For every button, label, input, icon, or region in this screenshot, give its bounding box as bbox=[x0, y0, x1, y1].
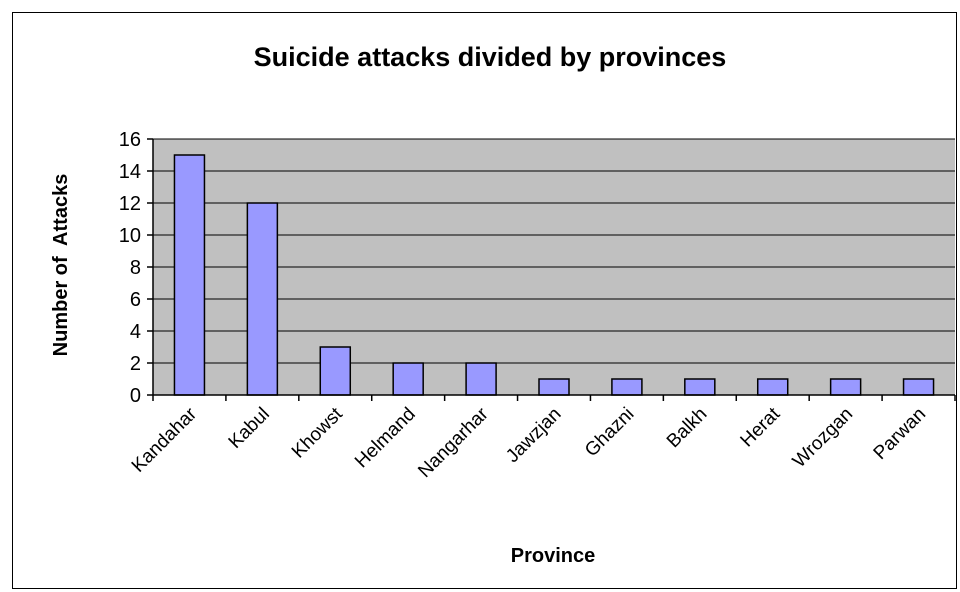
x-tick-label-parwan: Parwan bbox=[870, 404, 930, 464]
y-tick-label: 14 bbox=[119, 161, 141, 183]
y-tick-label: 0 bbox=[130, 385, 141, 407]
x-tick-label-kandahar: Kandahar bbox=[128, 403, 202, 477]
y-tick-label: 16 bbox=[119, 129, 141, 151]
x-tick-label-kabul: Kabul bbox=[225, 404, 274, 453]
axes bbox=[147, 138, 956, 401]
y-tick-label: 4 bbox=[130, 321, 141, 343]
bar-balkh bbox=[684, 378, 716, 396]
y-axis-label: Number of Attacks bbox=[50, 174, 72, 357]
bar-wrozgan bbox=[829, 378, 862, 396]
y-tick-label: 6 bbox=[130, 289, 141, 311]
x-tick-label-khowst: Khowst bbox=[288, 403, 347, 462]
bar-kandahar bbox=[173, 154, 206, 396]
bars bbox=[173, 154, 935, 396]
x-axis-label: Province bbox=[511, 545, 595, 567]
x-tick-label-wrozgan: Wrozgan bbox=[789, 404, 857, 472]
y-tick-label: 2 bbox=[130, 353, 141, 375]
x-tick-label-ghazni: Ghazni bbox=[581, 404, 638, 461]
x-tick-label-herat: Herat bbox=[737, 403, 785, 451]
bar-parwan bbox=[902, 378, 935, 396]
chart-title: Suicide attacks divided by provinces bbox=[254, 42, 727, 72]
bar-helmand bbox=[392, 362, 424, 396]
bar-khowst bbox=[319, 346, 352, 396]
y-tick-label: 10 bbox=[119, 225, 141, 247]
bar-ghazni bbox=[611, 378, 643, 396]
bar-nangarhar bbox=[465, 362, 497, 396]
x-tick-label-helmand: Helmand bbox=[351, 404, 420, 473]
gridlines bbox=[153, 138, 955, 364]
bar-herat bbox=[756, 378, 789, 396]
bar-kabul bbox=[246, 202, 279, 396]
x-tick-label-balkh: Balkh bbox=[663, 404, 711, 452]
y-tick-label: 8 bbox=[130, 257, 141, 279]
y-tick-label: 12 bbox=[119, 193, 141, 215]
x-tick-label-jawzjan: Jawzjan bbox=[502, 404, 565, 467]
x-tick-label-nangarhar: Nangarhar bbox=[414, 403, 493, 482]
bar-jawzjan bbox=[538, 378, 570, 396]
y-tick-labels: 0 2 4 6 8 10 12 14 16 bbox=[119, 129, 141, 407]
